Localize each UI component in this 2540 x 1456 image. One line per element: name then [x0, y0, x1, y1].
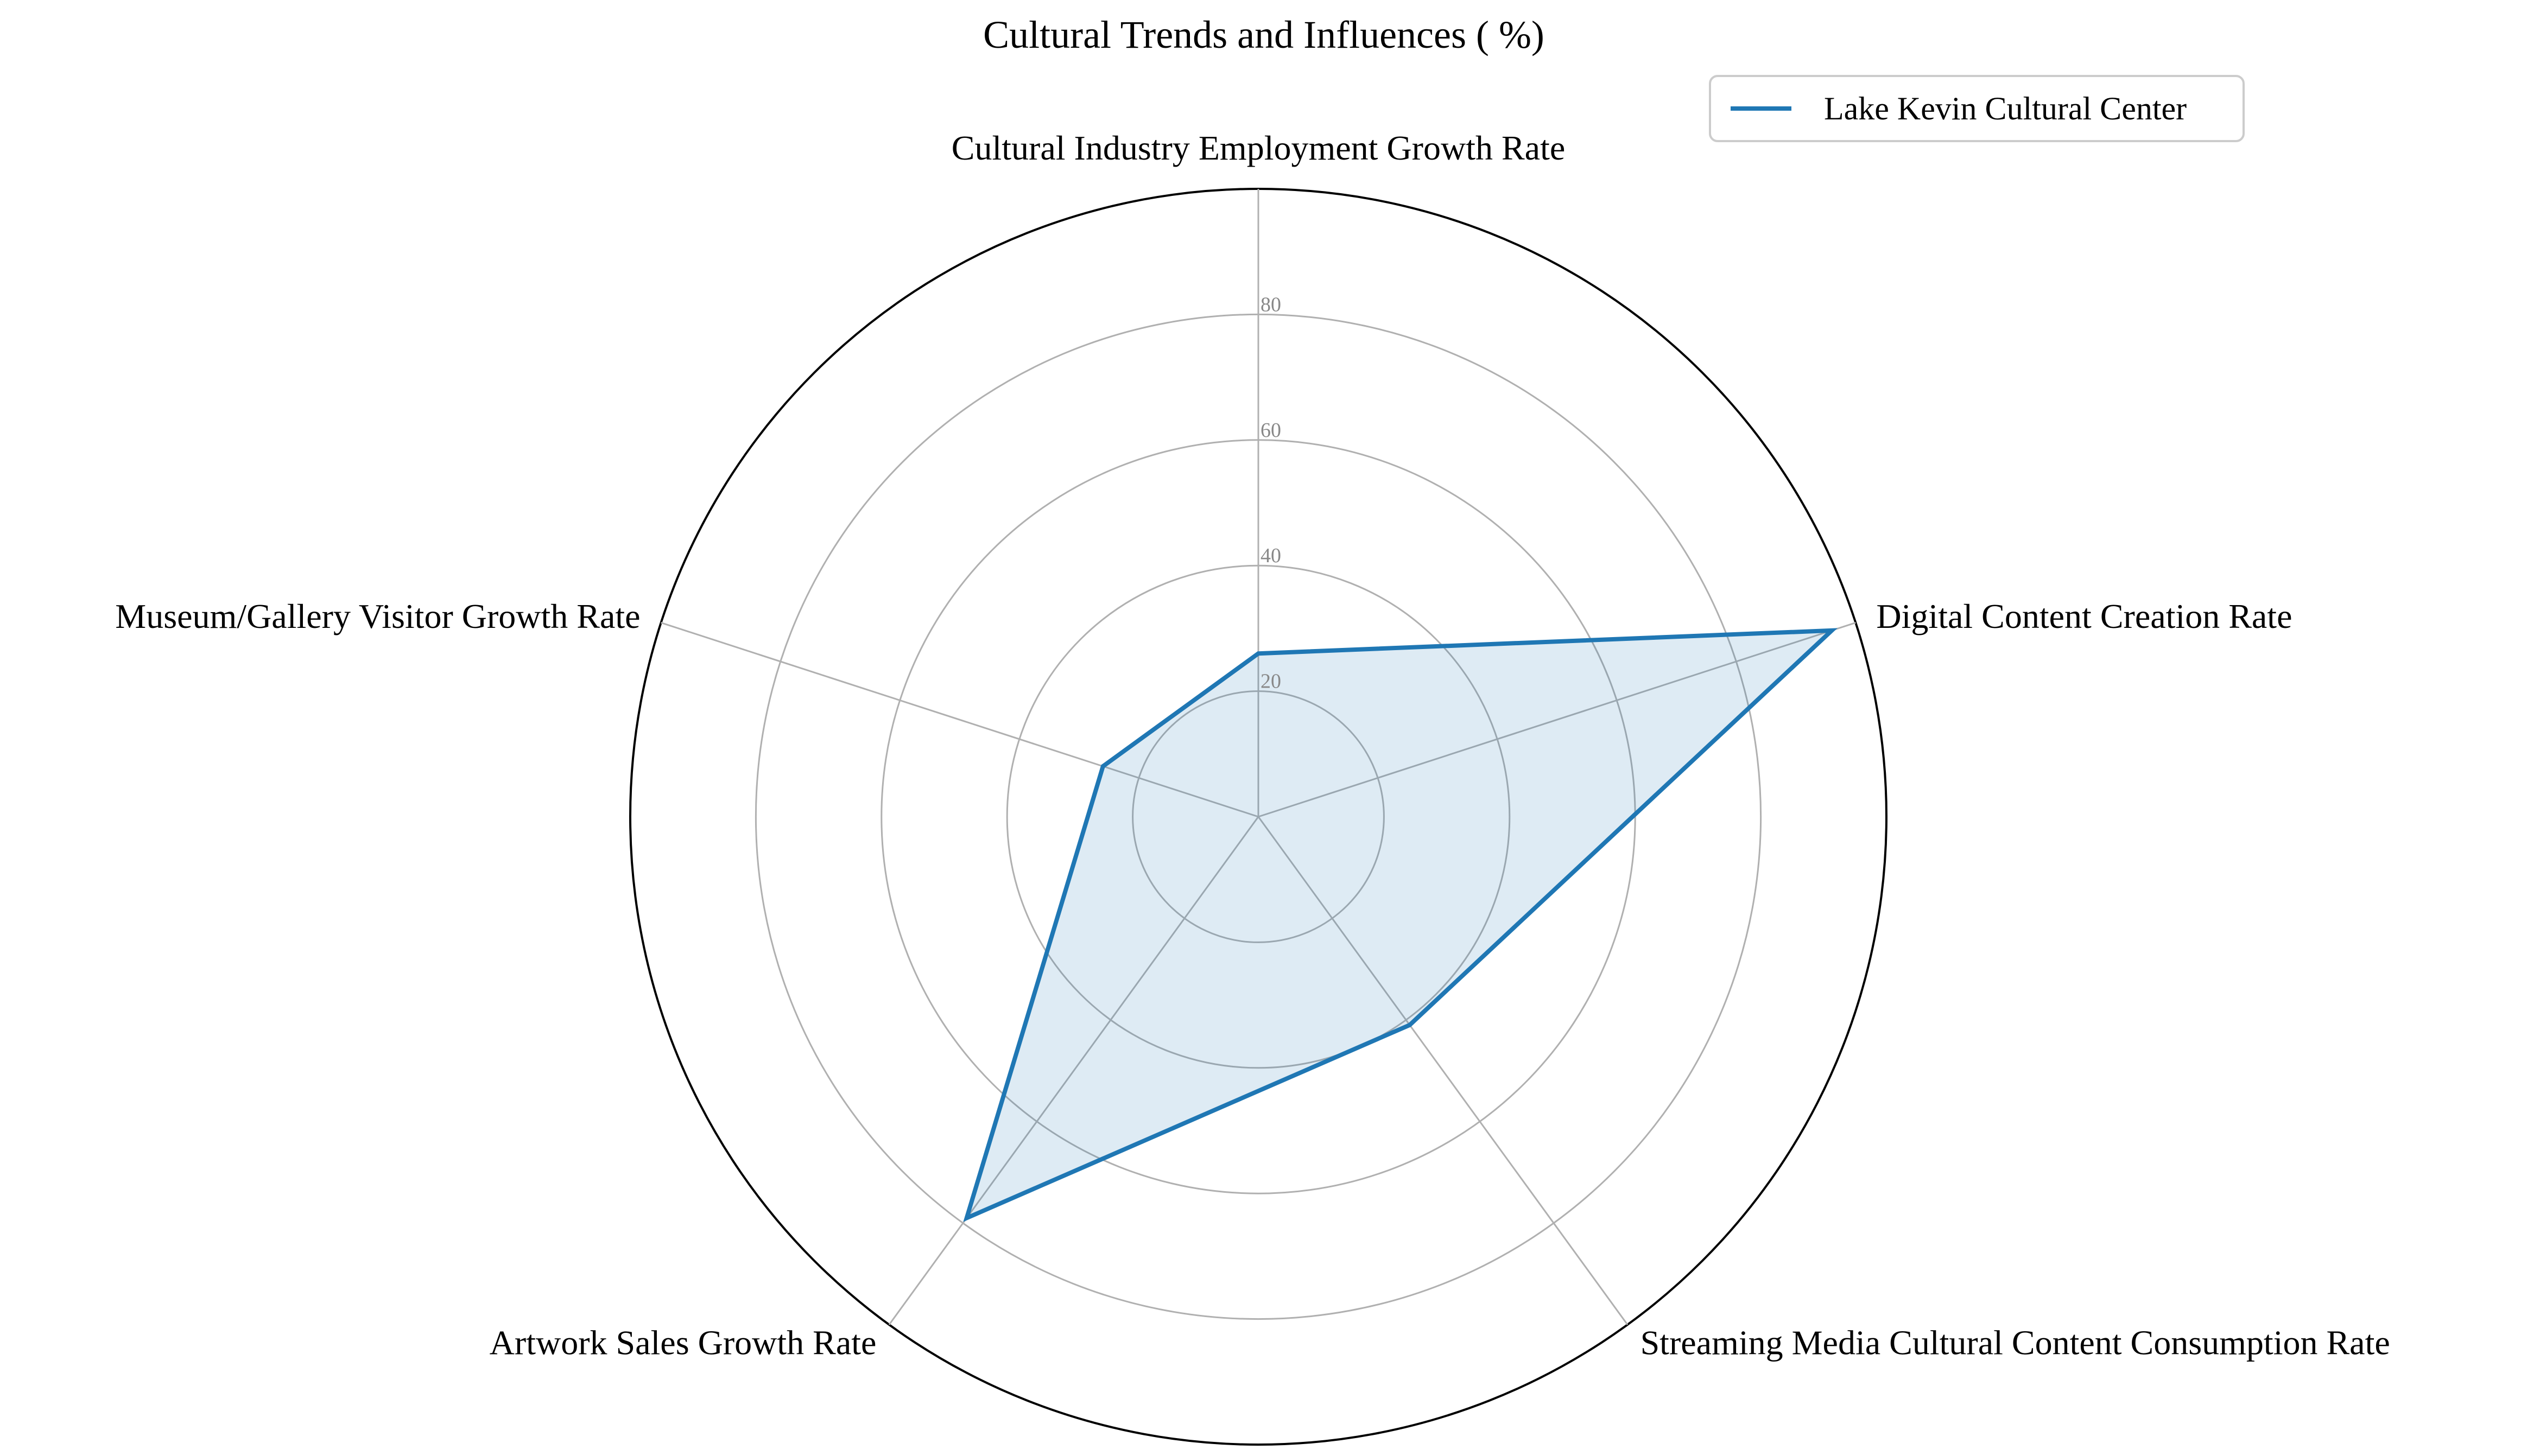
axis-label: Cultural Industry Employment Growth Rate — [952, 129, 1566, 167]
legend-label: Lake Kevin Cultural Center — [1824, 91, 2187, 126]
series-point — [1258, 653, 1259, 654]
radial-tick-label: 40 — [1261, 544, 1281, 567]
legend: Lake Kevin Cultural Center — [1709, 75, 2245, 142]
radial-tick-label: 60 — [1261, 419, 1281, 442]
series-area — [966, 630, 1832, 1218]
axis-label: Streaming Media Cultural Content Consump… — [1640, 1323, 2390, 1362]
radial-tick-label: 80 — [1261, 293, 1281, 316]
axis-spoke — [1257, 816, 1629, 1325]
series-layer — [963, 628, 1838, 1222]
axis-spoke — [888, 816, 1259, 1325]
axis-spokes — [661, 189, 1856, 1325]
series-point — [1102, 766, 1104, 767]
axis-spoke — [1258, 622, 1856, 818]
axis-label: Digital Content Creation Rate — [1876, 597, 2292, 635]
series-line — [963, 628, 1838, 1222]
axis-label: Museum/Gallery Visitor Growth Rate — [115, 597, 640, 635]
series-point — [1831, 630, 1833, 631]
axis-spoke — [661, 622, 1259, 818]
series-point — [966, 1217, 967, 1219]
axis-label: Artwork Sales Growth Rate — [490, 1323, 877, 1362]
radial-tick-labels: 20 40 60 80 — [1261, 293, 1281, 692]
legend-box — [1709, 75, 2245, 142]
radial-tick-label: 20 — [1261, 670, 1281, 693]
series-point — [1409, 1024, 1410, 1026]
chart-title: Cultural Trends and Influences ( %) — [983, 13, 1544, 56]
axis-labels: Cultural Industry Employment Growth Rate… — [115, 129, 2390, 1362]
